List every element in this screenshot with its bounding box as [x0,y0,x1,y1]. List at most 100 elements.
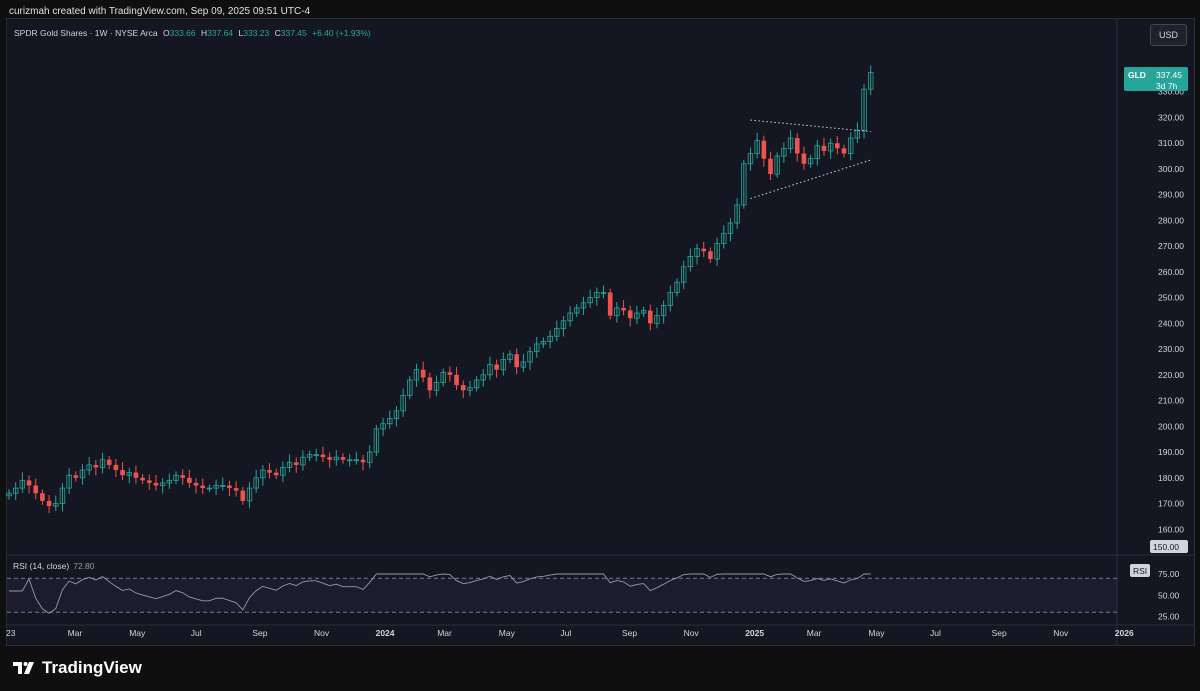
candle-body [387,418,393,425]
rsi-badge-text: RSI [1133,566,1147,576]
candle-body [734,204,740,224]
candle-body [26,480,32,486]
candle-body [467,387,473,391]
price-tick-label: 200.00 [1158,421,1184,431]
candle-body [680,266,687,283]
candle-body [787,137,794,149]
level-badge [1150,540,1188,553]
time-tick-label: 2025 [745,628,764,638]
candle-body [634,312,640,319]
time-tick-label: 2026 [1115,628,1134,638]
time-axis: 23 Mar May Jul Sep Nov 2024 Mar May Jul Sep Nov 2025… [6,628,1134,638]
candle-body [246,487,253,502]
candle-body [267,470,272,473]
rsi-label-value: 72.80 [73,561,95,571]
chart-header: curizmah created with TradingView.com, S… [9,6,311,17]
time-tick-label: 23 [6,628,16,638]
candle-body [701,248,707,252]
candle-body [59,487,66,504]
candle-body [801,153,807,164]
symbol-title[interactable]: SPDR Gold Shares · 1W · NYSE Arca [14,28,158,38]
high-value: 337.64 [207,28,234,38]
price-tick-label: 250.00 [1158,293,1184,303]
price-tick-label: 330.00 [1158,87,1184,97]
candle-body [373,428,380,453]
change-value: +6.40 (+1.93%) [312,28,371,38]
candle-body [340,457,346,460]
candle-body [280,467,286,476]
candle-body [300,456,306,466]
candle-body [841,148,847,154]
candle-body [747,153,754,165]
high-key: H [200,28,208,38]
candle-body [708,251,713,260]
candle-body [220,485,226,487]
rsi-label-title: RSI (14, close) [13,561,69,571]
candle-body [473,379,480,389]
candle-body [413,369,420,381]
candle-body [500,358,507,371]
low-key: L [238,28,244,38]
candle-body [654,315,660,324]
candle-body [774,155,780,175]
candle-body [554,328,560,337]
candle-body [79,469,86,479]
currency-button[interactable]: USD [1150,24,1187,46]
triangle-lower-line[interactable] [750,159,871,200]
candle-body [807,158,814,165]
price-tick-label: 160.00 [1158,524,1184,534]
candle-body [520,361,527,368]
candle-body [93,464,99,468]
candle-body [674,281,680,293]
candle-body [627,310,633,319]
candle-body [494,364,499,370]
candle-body [420,369,426,378]
candle-body [33,485,39,494]
candle-body [600,292,607,294]
candle-body [380,423,386,430]
candle-body [313,454,319,457]
candle-body [173,474,179,481]
candle-body [667,292,674,306]
candle-body [187,477,192,483]
rsi-tick-label: 25.00 [1158,612,1180,622]
time-tick-label: Jul [560,628,571,638]
candle-body [146,480,152,483]
triangle-upper-line[interactable] [750,119,871,133]
open-key: O [162,28,170,38]
candle-body [86,464,92,471]
candle-body [868,72,874,90]
chart-pane[interactable] [6,18,1195,646]
candle-body [40,493,45,501]
candle-body [761,140,767,159]
candle-body [527,351,533,363]
time-tick-label: Sep [252,628,267,638]
time-tick-label: Jul [930,628,941,638]
price-badge-price: 337.45 [1156,70,1182,80]
candle-body [327,457,332,460]
candle-body [320,454,326,458]
candle-body [286,461,293,468]
candle-body [487,364,493,376]
candle-body [353,459,360,462]
price-badge-ticker: GLD [1128,70,1146,80]
time-tick-label: Jul [191,628,202,638]
rsi-tick-label: 75.00 [1158,569,1180,579]
rsi-line [9,573,871,614]
candle-body [367,451,373,463]
candle-body [687,256,694,268]
candle-body [260,469,266,479]
candle-body [794,138,800,154]
rsi-badge [1130,564,1150,577]
candle-body [427,377,433,391]
grid [7,19,1194,645]
time-tick-label: May [499,628,516,638]
candle-body [480,374,486,381]
candle-body [741,163,747,206]
candle-body [587,297,593,304]
time-tick-label: Sep [992,628,1007,638]
price-tick-label: 190.00 [1158,447,1184,457]
candle-body [560,320,567,329]
time-tick-label: 2024 [376,628,395,638]
